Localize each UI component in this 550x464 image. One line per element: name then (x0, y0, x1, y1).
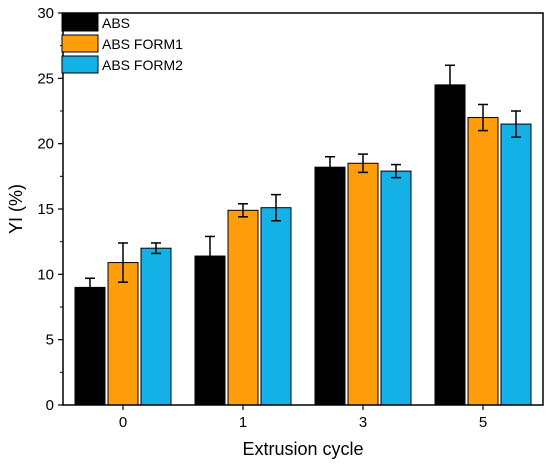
legend: ABS ABS FORM1 ABS FORM2 (61, 13, 183, 74)
axes: 0 1 3 5 0 5 10 15 20 25 30 (37, 5, 544, 431)
x-tick-label: 0 (119, 414, 127, 431)
legend-swatch (61, 13, 99, 32)
bar-abs-form2-cycle-5 (500, 123, 532, 406)
y-axis-title: YI (%) (6, 184, 26, 234)
plot-area (74, 64, 532, 406)
bar-abs-cycle-1 (194, 255, 226, 406)
x-tick-label: 5 (479, 414, 487, 431)
y-tick-label: 5 (46, 332, 54, 349)
legend-swatch (61, 55, 99, 74)
legend-label: ABS (102, 15, 130, 31)
y-tick-label: 25 (37, 70, 54, 87)
bar-abs-form1-cycle-5 (467, 117, 499, 406)
legend-label: ABS FORM1 (102, 36, 183, 52)
y-tick-label: 0 (46, 397, 54, 414)
x-tick-label: 3 (359, 414, 367, 431)
y-tick-label: 30 (37, 5, 54, 22)
x-tick-label: 1 (239, 414, 247, 431)
bar-abs-cycle-0 (74, 286, 106, 406)
bar-abs-form2-cycle-3 (380, 170, 412, 406)
y-tick-label: 15 (37, 201, 54, 218)
y-tick-label: 10 (37, 266, 54, 283)
bar-abs-form2-cycle-1 (260, 207, 292, 406)
legend-swatch (61, 34, 99, 53)
bar-abs-form1-cycle-3 (347, 162, 379, 406)
bar-abs-form2-cycle-0 (140, 247, 172, 406)
y-tick-label: 20 (37, 136, 54, 153)
bar-abs-cycle-3 (314, 166, 346, 406)
legend-label: ABS FORM2 (102, 57, 183, 73)
bar-abs-form1-cycle-1 (227, 209, 259, 406)
bar-abs-form1-cycle-0 (107, 262, 139, 406)
x-axis-title: Extrusion cycle (242, 439, 363, 459)
bar-abs-cycle-5 (434, 84, 466, 406)
